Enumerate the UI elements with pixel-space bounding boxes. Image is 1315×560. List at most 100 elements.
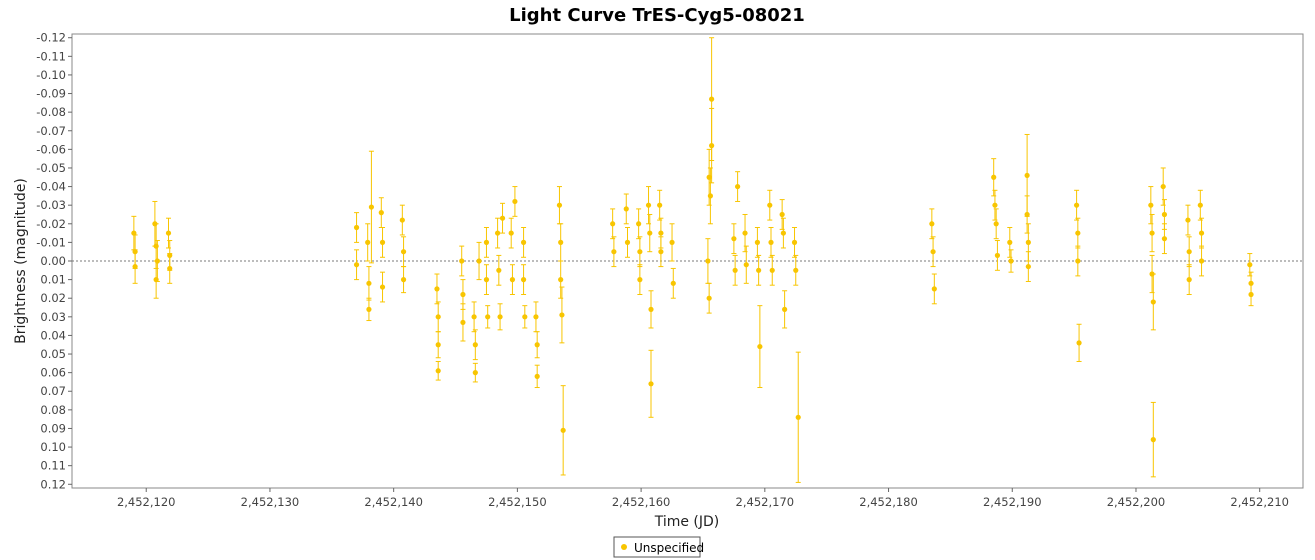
data-point: [485, 314, 491, 320]
data-point: [657, 202, 663, 208]
data-point: [1073, 202, 1080, 208]
data-point: [1025, 263, 1031, 270]
y-tick-label: 0.04: [40, 328, 66, 342]
data-point: [512, 198, 518, 205]
data-point: [611, 249, 617, 255]
data-point: [459, 258, 465, 264]
y-tick-label: -0.02: [36, 217, 66, 231]
data-point: [472, 342, 478, 348]
data-point: [929, 221, 935, 227]
data-point: [767, 202, 773, 208]
y-tick-label: -0.12: [36, 31, 66, 45]
data-point: [994, 252, 1001, 259]
y-tick-label: -0.07: [36, 124, 66, 138]
data-point: [991, 174, 997, 180]
data-point: [378, 210, 384, 216]
data-point: [154, 258, 160, 264]
data-point: [636, 221, 642, 227]
data-point: [1247, 262, 1253, 268]
y-tick-label: -0.11: [36, 49, 66, 63]
data-point: [1075, 258, 1081, 264]
data-point: [623, 206, 629, 212]
data-point: [779, 211, 785, 218]
data-point: [399, 217, 405, 223]
data-points: [131, 37, 1254, 483]
data-point: [1007, 239, 1013, 245]
data-point: [709, 96, 715, 102]
y-tick-label: 0.06: [40, 366, 66, 380]
data-point: [1076, 340, 1082, 346]
data-point: [992, 202, 998, 208]
data-point: [706, 295, 712, 301]
legend-entry-unspecified: Unspecified: [634, 541, 704, 555]
data-point: [167, 265, 173, 272]
data-point: [669, 239, 675, 245]
data-point: [1198, 258, 1205, 264]
x-axis-ticks: 2,452,120 2,452,130 2,452,140 2,452,150 2,45…: [117, 488, 1289, 509]
data-point: [1161, 211, 1168, 218]
legend-marker: [621, 544, 627, 550]
data-point: [400, 277, 407, 283]
data-point: [560, 427, 566, 433]
x-tick-label: 2,452,160: [612, 495, 671, 509]
data-point: [400, 249, 407, 255]
x-axis-label: Time (JD): [654, 514, 720, 530]
data-point: [368, 204, 374, 210]
y-tick-label: 0.02: [40, 291, 66, 305]
x-tick-label: 2,452,210: [1230, 495, 1289, 509]
data-point: [782, 306, 788, 312]
data-point: [534, 373, 540, 379]
data-point: [993, 221, 999, 227]
data-point: [742, 230, 748, 236]
data-point: [1150, 299, 1156, 305]
data-point: [476, 258, 482, 264]
data-point: [1149, 230, 1155, 236]
y-axis-ticks: -0.12 -0.11 -0.10 -0.09 -0.08 -0.07 -0.06 -0.05…: [36, 31, 72, 491]
y-tick-label: 0.08: [40, 403, 66, 417]
data-point: [153, 243, 159, 249]
data-point: [645, 202, 652, 208]
data-point: [780, 230, 786, 236]
data-point: [743, 262, 749, 268]
data-point: [1248, 291, 1254, 298]
data-point: [460, 291, 466, 298]
x-tick-label: 2,452,190: [983, 495, 1042, 509]
data-point: [434, 286, 440, 292]
data-point: [435, 314, 441, 320]
data-point: [735, 183, 741, 190]
data-point: [1025, 239, 1031, 245]
y-tick-label: 0.07: [40, 384, 66, 398]
data-point: [647, 230, 653, 236]
data-point: [132, 263, 138, 270]
data-point: [1197, 202, 1203, 208]
data-point: [624, 239, 631, 245]
data-point: [520, 239, 527, 245]
data-point: [471, 314, 477, 320]
y-tick-label: 0.00: [40, 254, 66, 268]
data-point: [379, 284, 386, 290]
data-point: [705, 258, 711, 264]
data-point: [1186, 277, 1192, 283]
y-tick-label: 0.11: [40, 459, 66, 473]
data-point: [353, 224, 360, 231]
y-tick-label: -0.06: [36, 142, 66, 156]
y-tick-label: -0.10: [36, 68, 66, 82]
data-point: [499, 215, 506, 221]
x-tick-label: 2,452,120: [117, 495, 176, 509]
data-point: [494, 230, 501, 236]
data-point: [472, 370, 478, 376]
data-point: [706, 174, 712, 180]
data-point: [930, 249, 936, 255]
legend-box: [613, 536, 701, 558]
data-point: [1024, 211, 1030, 218]
x-tick-label: 2,452,180: [859, 495, 918, 509]
chart-title: Light Curve TrES-Cyg5-08021: [509, 5, 805, 26]
legend: Unspecified: [613, 536, 704, 558]
data-point: [769, 267, 775, 273]
x-tick-label: 2,452,170: [736, 495, 795, 509]
data-point: [931, 286, 937, 292]
data-point: [533, 314, 539, 320]
data-point: [365, 239, 371, 245]
data-point: [1160, 183, 1166, 190]
